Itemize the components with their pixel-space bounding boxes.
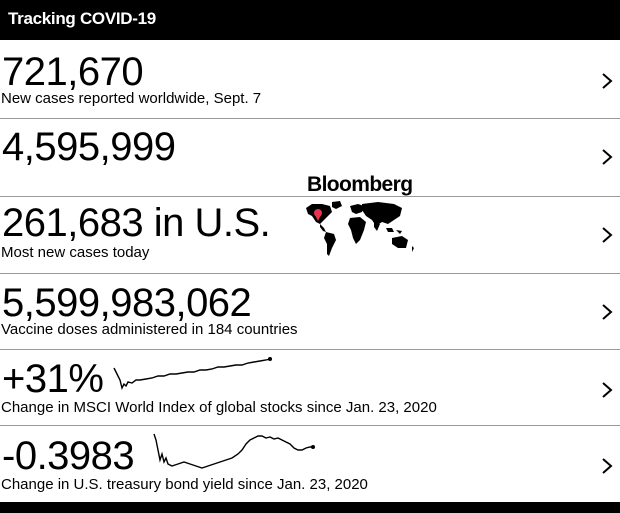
stat-row-total[interactable]: 4,595,999 [0,119,620,197]
divider [0,349,620,350]
stat-value: -0.3983 [2,434,135,478]
stat-value: 721,670 [2,50,144,94]
world-map-icon [306,201,414,256]
stat-caption: Change in U.S. treasury bond yield since… [1,476,368,493]
stat-row-vaccine-doses[interactable]: 5,599,983,062 Vaccine doses administered… [0,274,620,349]
chevron-right-icon [602,149,613,165]
stat-row-msci-world[interactable]: +31% Change in MSCI World Index of globa… [0,350,620,425]
chevron-right-icon [602,458,613,474]
treasury-sparkline [153,433,315,469]
map-marker-icon [314,209,322,221]
stat-value: 5,599,983,062 [2,281,252,325]
stat-row-treasury-yield[interactable]: -0.3983 Change in U.S. treasury bond yie… [0,426,620,502]
stat-row-worldwide-cases[interactable]: 721,670 New cases reported worldwide, Se… [0,40,620,118]
chevron-right-icon [602,304,613,320]
divider [0,273,620,274]
stat-value: 261,683 in U.S. [2,201,271,245]
divider [0,118,620,119]
stat-value: 4,595,999 [2,125,176,169]
chevron-right-icon [602,382,613,398]
chevron-right-icon [602,227,613,243]
stat-row-us-cases[interactable]: 261,683 in U.S. Most new cases today [0,197,620,273]
divider [0,425,620,426]
footer-bar [0,502,620,513]
msci-sparkline [113,357,272,391]
header-bar: Tracking COVID-19 [0,0,620,40]
stat-caption: New cases reported worldwide, Sept. 7 [1,90,262,107]
header-title: Tracking COVID-19 [8,9,156,28]
stat-caption: Vaccine doses administered in 184 countr… [1,321,298,338]
chevron-right-icon [602,73,613,89]
brand-logo: Bloomberg [307,173,413,196]
stat-value: +31% [2,357,104,401]
divider [0,196,620,197]
stat-caption: Most new cases today [1,244,150,261]
stat-caption: Change in MSCI World Index of global sto… [1,399,437,416]
